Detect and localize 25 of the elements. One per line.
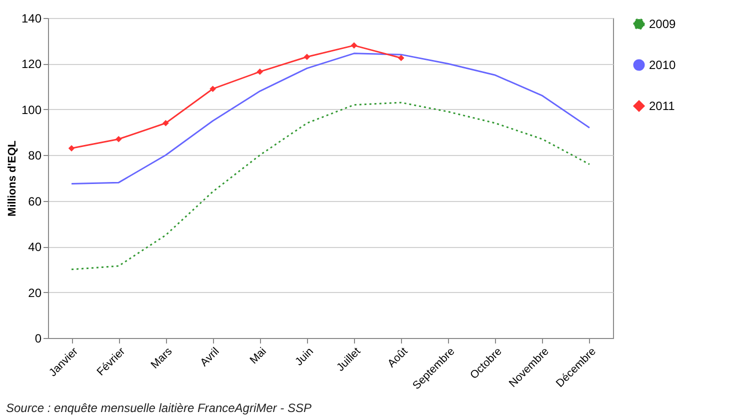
y-tick-label: 0 <box>34 332 42 346</box>
legend-label: 2011 <box>649 99 676 113</box>
point <box>256 68 264 75</box>
x-tick-label: Mai <box>248 346 269 367</box>
line-series <box>70 52 590 184</box>
source-note: Source : enquête mensuelle laitière FranceAgriMer - SSP <box>6 401 312 415</box>
point <box>115 136 122 142</box>
point <box>350 42 358 49</box>
line-series <box>70 102 590 270</box>
point <box>398 54 404 62</box>
x-tick-label: Juin <box>293 346 316 368</box>
y-tick-label: 120 <box>21 57 42 72</box>
point <box>210 86 216 92</box>
legend-label: 2009 <box>649 17 676 31</box>
point <box>68 145 75 152</box>
y-tick-label: 100 <box>21 102 42 117</box>
y-tick-label: 20 <box>28 286 42 300</box>
y-tick-label: 80 <box>28 148 42 163</box>
legend-label: 2010 <box>649 58 676 72</box>
point <box>304 54 310 60</box>
y-tick-label: 40 <box>28 240 42 254</box>
y-axis-title: Millions d'EQL <box>6 140 18 216</box>
y-tick-label: 60 <box>28 194 42 208</box>
point <box>162 120 169 126</box>
y-tick-label: 140 <box>21 12 42 26</box>
